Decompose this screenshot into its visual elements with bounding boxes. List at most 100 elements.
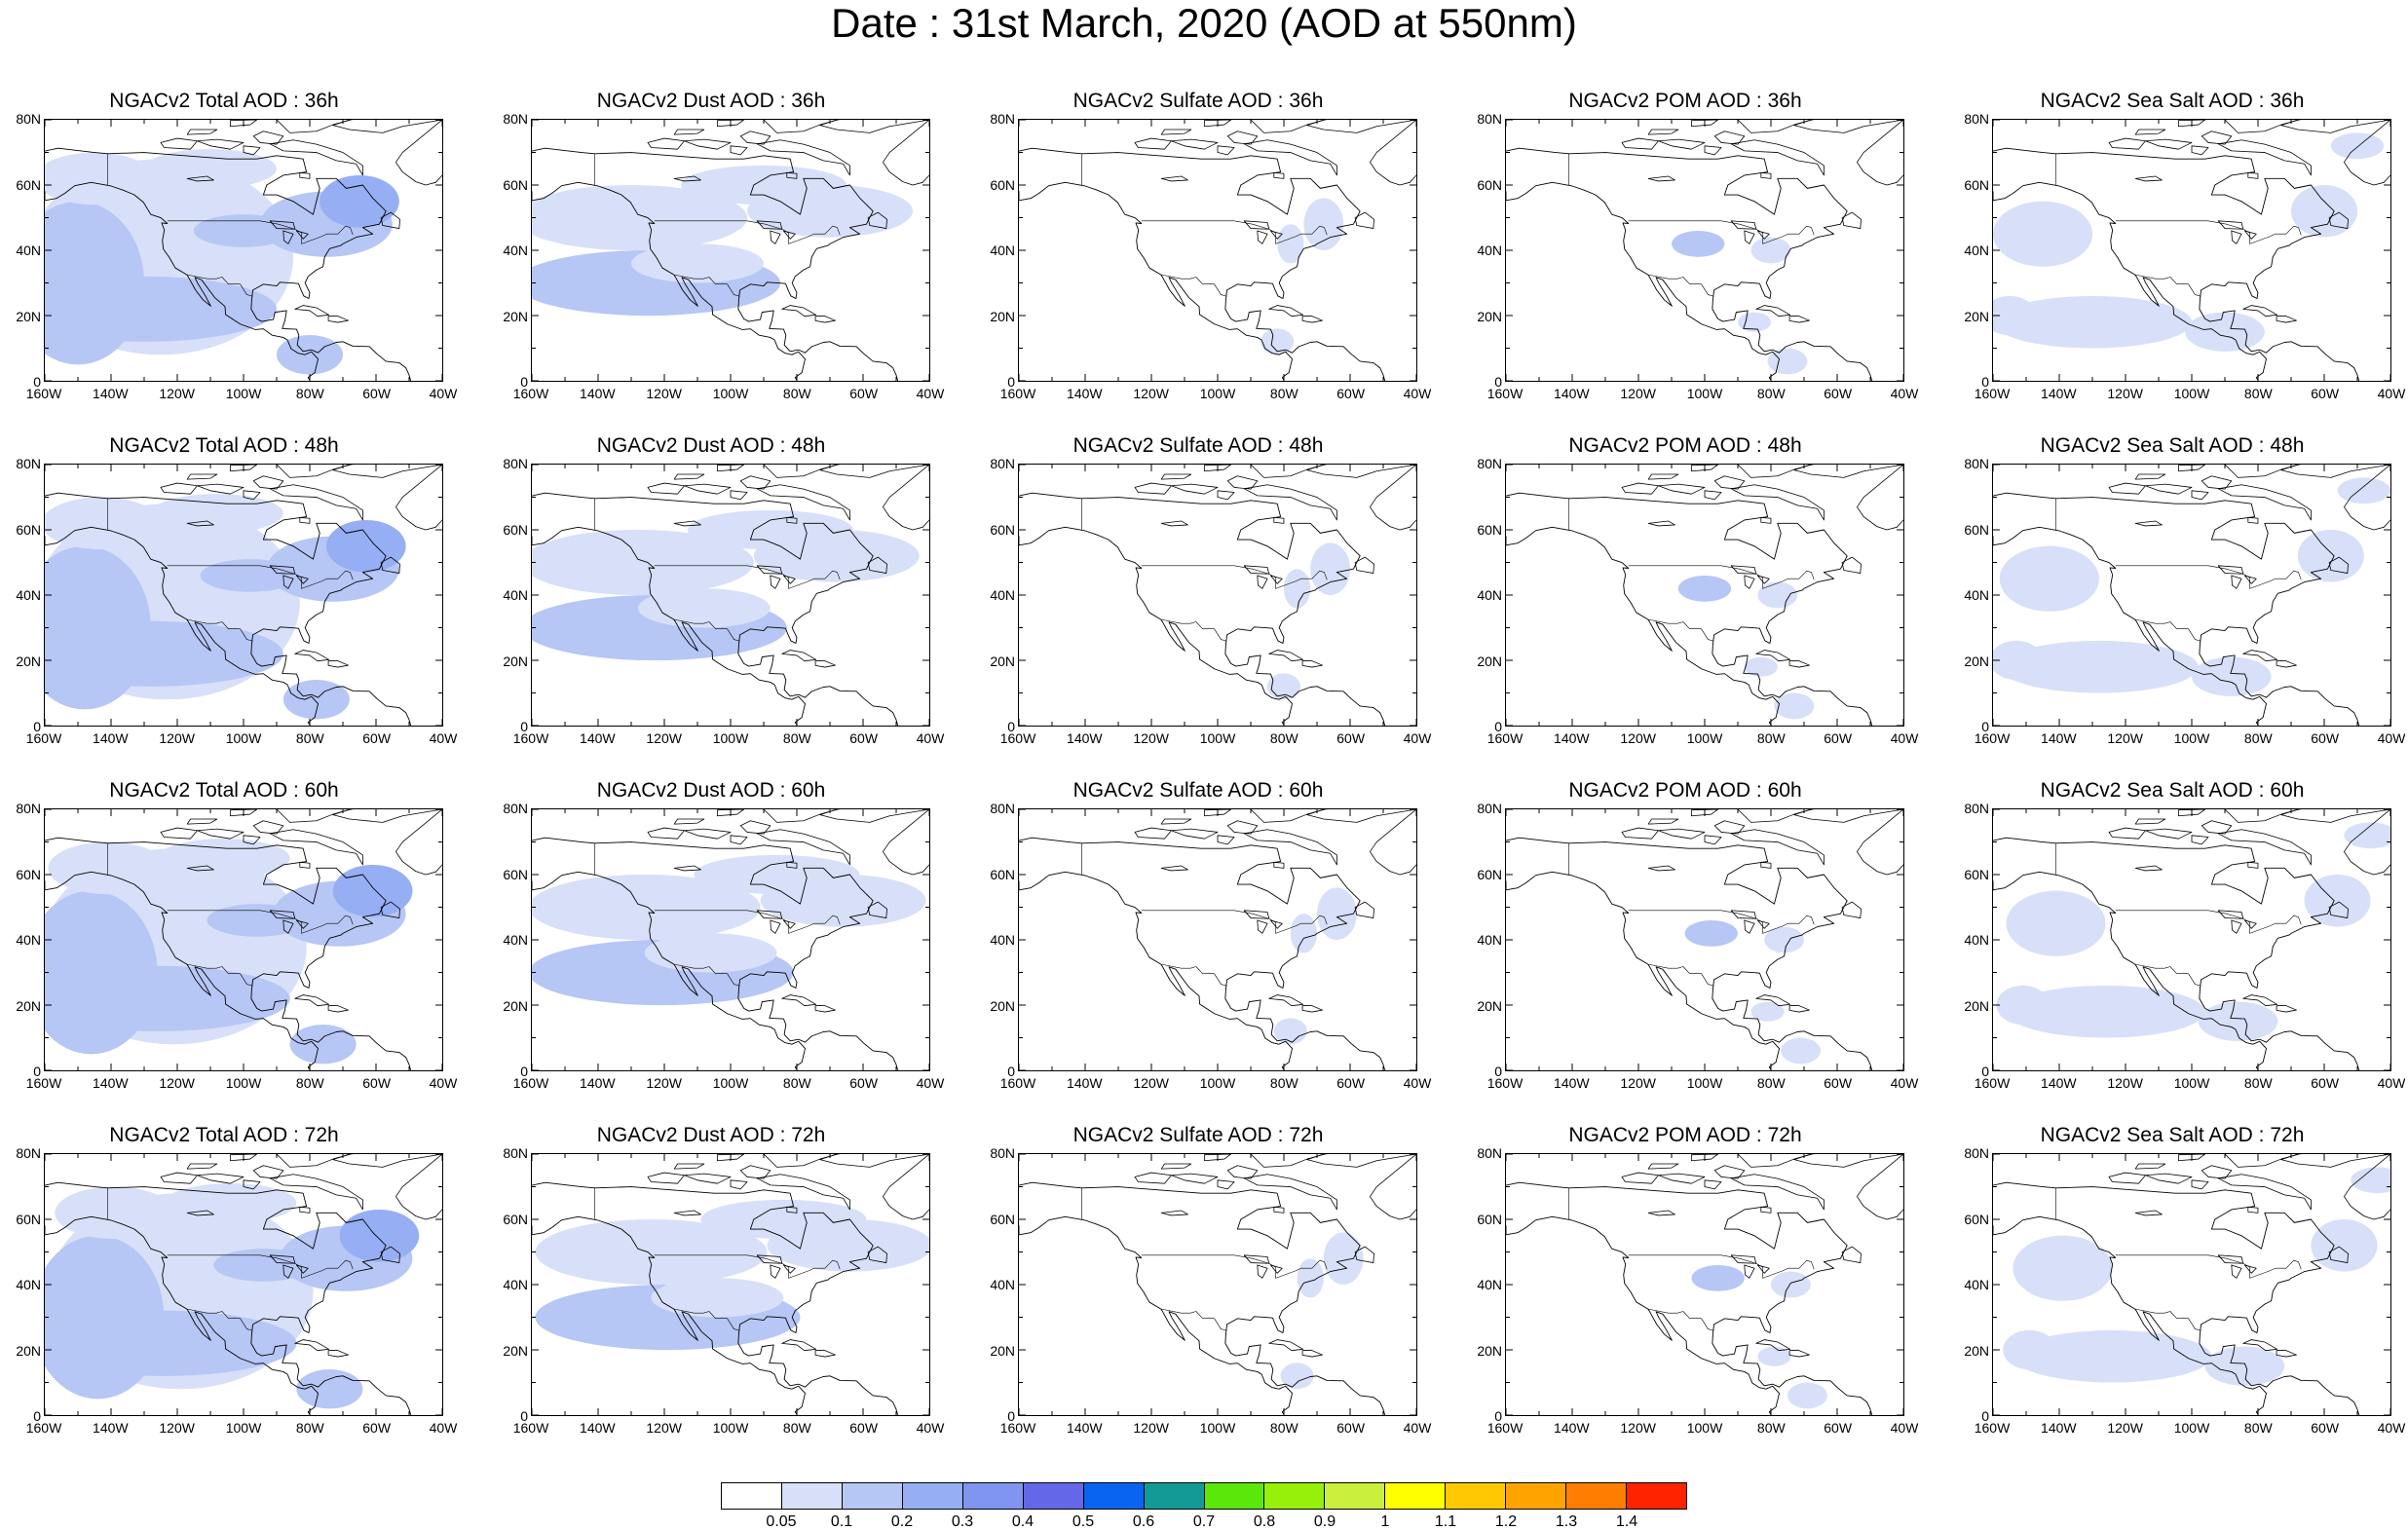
aod-shading xyxy=(1781,1037,1822,1064)
latitude-tick-label: 20N xyxy=(1477,653,1502,669)
latitude-tick-label: 20N xyxy=(1477,308,1502,324)
aod-shading xyxy=(1744,656,1778,677)
country-border xyxy=(1628,220,1815,244)
coastline xyxy=(186,520,214,527)
longitude-tick-label: 160W xyxy=(25,1420,62,1436)
longitude-tick-label: 100W xyxy=(1686,1075,1723,1091)
longitude-tick-label: 80W xyxy=(295,1075,324,1091)
coastline xyxy=(1250,120,1327,133)
colorbar-labels: 0.05 0.1 0.2 0.3 0.4 0.5 0.6 0.7 0.8 0.9 1 1.1 1.2 1.… xyxy=(721,1513,1687,1531)
latitude-tick-label: 20N xyxy=(503,1342,528,1359)
coastline xyxy=(1621,482,1659,495)
colorbar-segment xyxy=(842,1483,903,1509)
coastline xyxy=(2224,120,2301,133)
colorbar-segment xyxy=(1385,1483,1447,1509)
country-border xyxy=(674,274,740,297)
coastline xyxy=(2134,1163,2166,1170)
latitude-tick-label: 60N xyxy=(16,176,41,193)
coastline xyxy=(2247,516,2259,524)
longitude-tick-label: 160W xyxy=(1486,730,1524,746)
coastline xyxy=(1621,827,1659,840)
longitude-tick-label: 100W xyxy=(712,386,749,401)
aod-map xyxy=(1993,1154,2390,1415)
coastline xyxy=(2108,482,2146,495)
coastline xyxy=(269,139,363,176)
coastline xyxy=(2201,475,2233,490)
longitude-tick-label: 80W xyxy=(1756,1420,1786,1436)
latitude-tick-label: 60N xyxy=(1477,176,1502,193)
coastline xyxy=(282,575,294,589)
longitude-tick-label: 60W xyxy=(362,386,392,401)
latitude-tick-label: 60N xyxy=(990,176,1015,193)
coastline xyxy=(1270,919,1283,929)
aod-shading xyxy=(1273,1018,1307,1045)
longitude-tick-label: 120W xyxy=(159,1420,195,1436)
aod-shading xyxy=(144,149,277,189)
aod-shading xyxy=(2185,312,2265,352)
coastline xyxy=(2247,861,2259,869)
aod-shading xyxy=(45,965,290,1031)
latitude-tick-label: 60N xyxy=(503,521,528,538)
longitude-tick-label: 100W xyxy=(225,386,262,401)
aod-map xyxy=(1506,465,1903,726)
coastline xyxy=(770,919,781,934)
map-frame xyxy=(1505,1153,1904,1416)
latitude-tick-label: 0 xyxy=(1981,719,1989,734)
coastline xyxy=(296,230,309,240)
longitude-tick-label: 80W xyxy=(295,730,324,746)
longitude-labels: 160W 140W 120W 100W 80W 60W 40W xyxy=(513,386,945,405)
coastline xyxy=(296,1264,309,1274)
aod-shading xyxy=(2013,1235,2113,1301)
coastline xyxy=(2191,490,2209,501)
latitude-tick-label: 40N xyxy=(1477,1277,1502,1292)
latitude-tick-label: 20N xyxy=(503,308,528,324)
country-border xyxy=(1161,618,1227,642)
aod-shading xyxy=(2337,477,2390,504)
longitude-tick-label: 60W xyxy=(1336,386,1366,401)
coastline xyxy=(1250,1154,1327,1168)
panel-title: NGACv2 POM AOD : 48h xyxy=(1568,434,1802,457)
coastline xyxy=(1757,230,1770,240)
longitude-labels: 160W 140W 120W 100W 80W 60W 40W xyxy=(1000,1420,1432,1439)
colorbar-segment xyxy=(1264,1483,1326,1509)
aod-map xyxy=(532,465,929,726)
country-border xyxy=(2135,1308,2201,1331)
coastline xyxy=(2191,835,2209,845)
aod-shading xyxy=(1317,887,1357,940)
longitude-tick-label: 60W xyxy=(1824,1420,1853,1436)
latitude-labels: 80N 60N 40N 20N 0 xyxy=(1461,802,1502,1078)
coastline xyxy=(45,147,412,381)
latitude-tick-label: 80N xyxy=(503,456,528,471)
aod-shading xyxy=(1290,914,1317,953)
longitude-tick-label: 60W xyxy=(1824,1075,1853,1091)
longitude-tick-label: 140W xyxy=(580,1075,616,1091)
longitude-tick-label: 80W xyxy=(295,1420,324,1436)
longitude-labels: 160W 140W 120W 100W 80W 60W 40W xyxy=(513,1420,945,1439)
coastline xyxy=(282,919,294,934)
aod-shading xyxy=(1757,1346,1791,1366)
aod-shading xyxy=(2204,1346,2285,1386)
latitude-tick-label: 80N xyxy=(1964,111,1989,127)
coastline xyxy=(2276,659,2297,668)
longitude-tick-label: 140W xyxy=(2041,1420,2077,1436)
coastline xyxy=(739,820,771,835)
aod-shading xyxy=(1764,926,1804,953)
coastline xyxy=(1306,1154,1416,1220)
coastline xyxy=(186,175,214,182)
map-panel: NGACv2 Total AOD : 48h 80N 60N 40N 20N 0 160W 1… xyxy=(0,434,457,787)
coastline xyxy=(819,120,929,186)
longitude-tick-label: 60W xyxy=(2311,730,2340,746)
longitude-tick-label: 80W xyxy=(782,1420,811,1436)
latitude-tick-label: 0 xyxy=(1494,719,1502,734)
longitude-tick-label: 140W xyxy=(1067,386,1103,401)
coastline xyxy=(1993,1181,2360,1415)
latitude-labels: 80N 60N 40N 20N 0 xyxy=(1461,457,1502,733)
latitude-labels: 80N 60N 40N 20N 0 xyxy=(1948,802,1989,1078)
coastline xyxy=(1160,473,1192,480)
latitude-tick-label: 0 xyxy=(1007,1064,1015,1079)
coastline xyxy=(781,305,817,317)
longitude-tick-label: 60W xyxy=(849,386,879,401)
coastline xyxy=(1273,171,1285,179)
country-border xyxy=(2115,1254,2302,1279)
aod-shading xyxy=(1672,230,1725,257)
